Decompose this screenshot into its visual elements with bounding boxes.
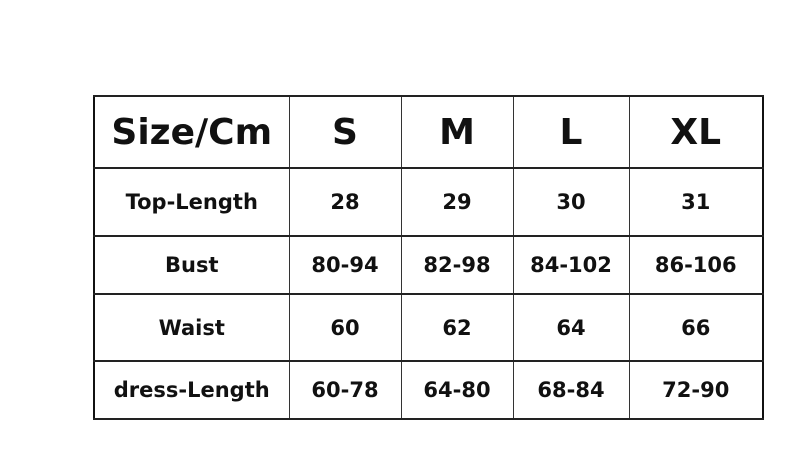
- cell: 72-90: [628, 360, 764, 420]
- cell: 68-84: [512, 360, 630, 420]
- header-size-cm: Size/Cm: [93, 95, 290, 169]
- row-label: Top-Length: [93, 167, 290, 237]
- cell: 66: [628, 293, 764, 362]
- row-label: dress-Length: [93, 360, 290, 420]
- header-l: L: [512, 95, 630, 169]
- header-s: S: [288, 95, 402, 169]
- size-chart-table: Size/Cm S M L XL Top-Length 28 29 30 31 …: [93, 95, 764, 420]
- table-row: Bust 80-94 82-98 84-102 86-106: [93, 235, 764, 295]
- cell: 62: [400, 293, 514, 362]
- header-row: Size/Cm S M L XL: [93, 95, 764, 169]
- cell: 29: [400, 167, 514, 237]
- cell: 86-106: [628, 235, 764, 295]
- header-xl: XL: [628, 95, 764, 169]
- row-label: Waist: [93, 293, 290, 362]
- cell: 60: [288, 293, 402, 362]
- cell: 64-80: [400, 360, 514, 420]
- table-row: dress-Length 60-78 64-80 68-84 72-90: [93, 360, 764, 420]
- row-label: Bust: [93, 235, 290, 295]
- cell: 60-78: [288, 360, 402, 420]
- cell: 84-102: [512, 235, 630, 295]
- cell: 31: [628, 167, 764, 237]
- cell: 80-94: [288, 235, 402, 295]
- cell: 28: [288, 167, 402, 237]
- table-row: Top-Length 28 29 30 31: [93, 167, 764, 237]
- table-row: Waist 60 62 64 66: [93, 293, 764, 362]
- cell: 64: [512, 293, 630, 362]
- header-m: M: [400, 95, 514, 169]
- cell: 30: [512, 167, 630, 237]
- cell: 82-98: [400, 235, 514, 295]
